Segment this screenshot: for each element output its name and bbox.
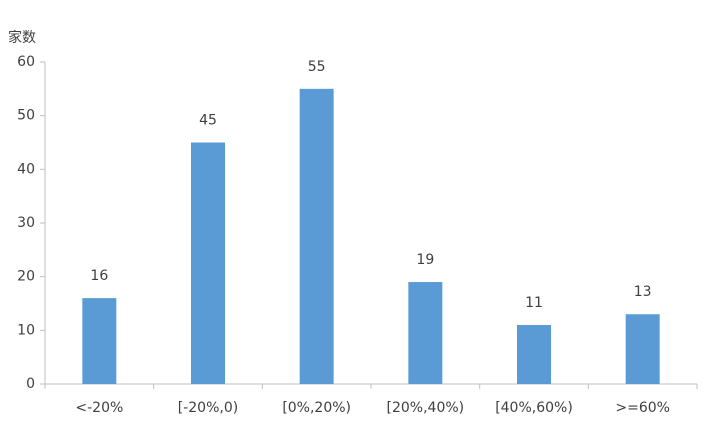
data-label: 55 bbox=[308, 59, 326, 75]
x-tick-label: <-20% bbox=[75, 400, 123, 416]
data-label: 11 bbox=[525, 295, 543, 311]
y-tick-label: 30 bbox=[17, 215, 35, 231]
bar bbox=[408, 282, 443, 384]
y-tick-label: 0 bbox=[26, 376, 35, 392]
data-label: 45 bbox=[199, 113, 217, 129]
y-tick-label: 60 bbox=[17, 54, 35, 70]
y-axis-label: 家数 bbox=[8, 29, 36, 46]
data-label: 19 bbox=[416, 252, 434, 268]
x-tick-label: [20%,40%) bbox=[387, 400, 465, 416]
bar bbox=[299, 88, 334, 384]
x-tick-label: [40%,60%) bbox=[495, 400, 573, 416]
y-tick-label: 20 bbox=[17, 269, 35, 285]
y-tick-label: 10 bbox=[17, 322, 35, 338]
x-tick-label: >=60% bbox=[615, 400, 670, 416]
bar bbox=[191, 142, 225, 384]
y-tick-label: 50 bbox=[17, 108, 35, 124]
x-tick-label: [-20%,0) bbox=[178, 400, 238, 416]
bar bbox=[82, 298, 117, 384]
bar bbox=[625, 314, 660, 384]
y-tick-label: 40 bbox=[17, 161, 35, 177]
data-label: 16 bbox=[90, 268, 108, 284]
data-label: 13 bbox=[634, 284, 652, 300]
x-tick-label: [0%,20%) bbox=[282, 400, 351, 416]
bar bbox=[517, 324, 551, 384]
